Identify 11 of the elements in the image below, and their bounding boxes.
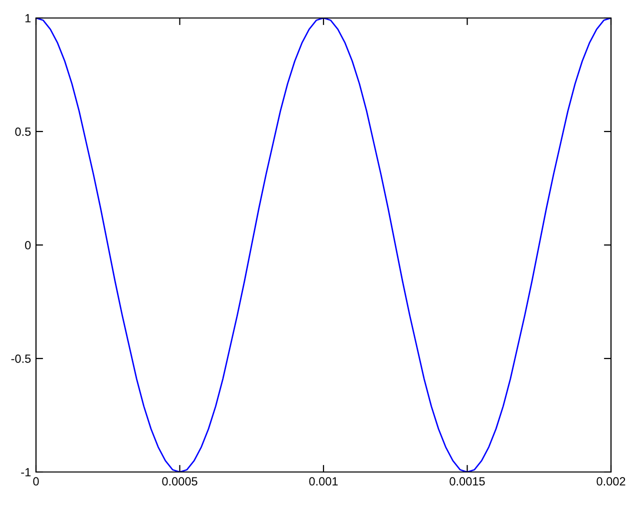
y-tick-label: 1 <box>25 14 31 22</box>
y-tick-label: 0.5 <box>15 128 31 136</box>
x-tick-label: 0.002 <box>596 477 626 486</box>
y-tick-label: -1 <box>21 468 31 476</box>
y-tick-label: -0.5 <box>11 354 31 363</box>
x-tick-label: 0.0005 <box>162 477 198 486</box>
x-tick-label: 0 <box>33 477 39 486</box>
x-tick-label: 0.001 <box>309 477 338 486</box>
y-tick-label: 0 <box>25 241 31 250</box>
x-tick-label: 0.0015 <box>450 477 485 486</box>
line-series <box>36 18 611 472</box>
